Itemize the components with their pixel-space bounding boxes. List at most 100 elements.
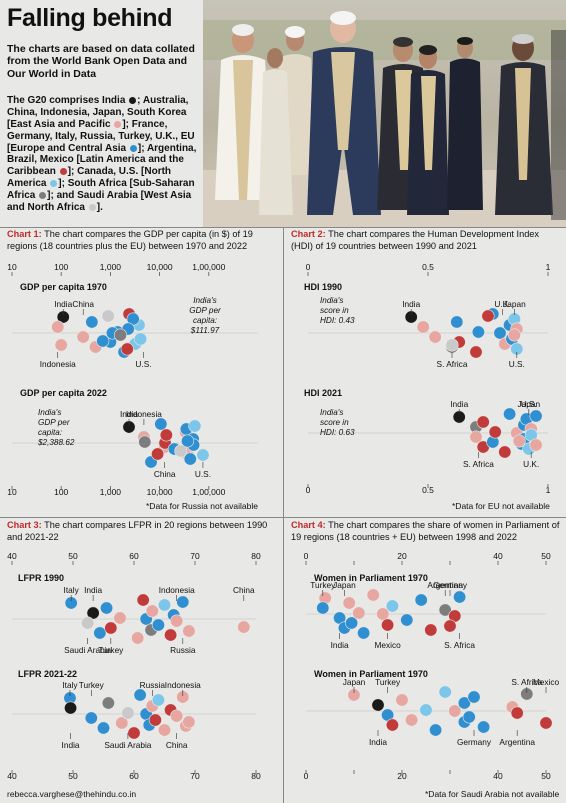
data-point-eca <box>97 721 111 735</box>
chart3-caption-text: The chart compares LFPR in 20 regions be… <box>7 520 268 542</box>
country-label: Italy <box>64 585 80 595</box>
axis-tick-label: 40 <box>7 551 17 561</box>
axis-tick-label: 60 <box>129 771 139 781</box>
axis-tick-label: 50 <box>68 771 78 781</box>
axis-tick-label: 1,000 <box>100 487 122 497</box>
country-label: S. Africa <box>511 677 542 687</box>
india-value-note: India's <box>320 408 343 417</box>
region-color-dot <box>39 192 47 200</box>
country-label: India <box>402 299 420 309</box>
data-point-eca <box>471 325 485 339</box>
region-color-dot <box>59 168 67 176</box>
panel-title: HDI 1990 <box>304 282 342 292</box>
data-point-lac <box>164 628 178 642</box>
data-point-eap <box>448 704 462 718</box>
data-point-lac <box>120 342 134 356</box>
india-value-note: GDP per <box>189 306 221 315</box>
data-point-lac <box>488 425 502 439</box>
data-point-eap <box>405 713 419 727</box>
data-point-lac <box>469 345 483 359</box>
country-label: Mexico <box>374 640 401 650</box>
axis-tick-label: 20 <box>397 551 407 561</box>
page-subtitle: The charts are based on data collated fr… <box>7 43 195 80</box>
india-value-note: HDI: 0.43 <box>320 316 355 325</box>
data-point-eca <box>477 720 491 734</box>
chart1-caption: Chart 1: The chart compares the GDP per … <box>7 229 279 253</box>
data-point-eap <box>158 723 172 737</box>
data-point-eca <box>181 434 195 448</box>
data-point-eca <box>85 315 99 329</box>
country-label: Indonesia <box>159 585 195 595</box>
chart3-caption-label: Chart 3: <box>7 520 42 530</box>
chart3-caption: Chart 3: The chart compares LFPR in 20 r… <box>7 520 279 544</box>
india-value-note: capita: <box>38 428 62 437</box>
data-point-eap <box>237 620 251 634</box>
data-point-eca <box>457 696 471 710</box>
data-point-eca <box>183 452 197 466</box>
data-point-ssa <box>101 696 115 710</box>
data-point-wana <box>81 616 95 630</box>
data-point-eap <box>342 596 356 610</box>
country-label: Indonesia <box>165 680 201 690</box>
data-point-eap <box>76 330 90 344</box>
data-point-eca <box>133 688 147 702</box>
g20-text-part: The G20 comprises India <box>7 95 129 106</box>
country-label: U.K. <box>523 459 539 469</box>
data-point-eca <box>345 616 359 630</box>
data-point-eap <box>182 715 196 729</box>
data-point-eap <box>115 716 129 730</box>
chart2: 0 0 0.5 0.5 1 1 HDI 1990 India S. Africa U.K. U.S.… <box>284 258 566 503</box>
data-point-na <box>196 448 210 462</box>
data-point-eap <box>395 693 409 707</box>
axis-tick-label: 0.5 <box>422 485 434 495</box>
data-point-eap <box>469 430 483 444</box>
axis-tick-label: 1,00,000 <box>192 487 225 497</box>
data-point-na <box>158 598 172 612</box>
data-point-eca <box>316 601 330 615</box>
axis-tick-label: 50 <box>541 771 551 781</box>
chart1-caption-label: Chart 1: <box>7 229 42 239</box>
axis-tick-label: 1,00,000 <box>192 262 225 272</box>
data-point-eca <box>450 315 464 329</box>
data-point-eca <box>151 618 165 632</box>
country-label: Saudi Arabia <box>104 740 151 750</box>
data-point-lac <box>539 716 553 730</box>
axis-tick-label: 70 <box>190 551 200 561</box>
data-point-lac <box>381 618 395 632</box>
india-value-note: India's <box>320 296 343 305</box>
country-label: Germany <box>457 737 492 747</box>
axis-tick-label: 40 <box>493 551 503 561</box>
data-point-eca <box>84 711 98 725</box>
data-point-na <box>151 693 165 707</box>
country-label: Turkey <box>98 645 124 655</box>
data-point-eca <box>414 593 428 607</box>
region-color-dot <box>114 120 122 128</box>
country-label: India <box>331 640 349 650</box>
country-label: Indonesia <box>40 359 76 369</box>
axis-tick-label: 50 <box>68 551 78 561</box>
country-label: India <box>120 409 138 419</box>
country-label: U.S. <box>195 469 211 479</box>
data-point-india <box>64 701 78 715</box>
axis-tick-label: 100 <box>54 262 68 272</box>
chart3: 40 40 50 50 60 60 70 70 80 80 LFPR 1990 Italy Saudi … <box>0 549 283 789</box>
chart4-caption: Chart 4: The chart compares the share of… <box>291 520 563 544</box>
data-point-na <box>188 419 202 433</box>
country-label: China <box>72 299 94 309</box>
data-point-lac <box>151 447 165 461</box>
data-point-eca <box>93 626 107 640</box>
india-value-note: score in <box>320 418 349 427</box>
region-color-dot <box>88 204 96 212</box>
data-point-eca <box>503 407 517 421</box>
axis-tick-label: 80 <box>251 771 261 781</box>
country-label: Turkey <box>79 680 105 690</box>
data-point-india <box>86 606 100 620</box>
country-label: Japan <box>333 580 356 590</box>
india-value-note: India's <box>38 408 61 417</box>
chart1-caption-text: The chart compares the GDP per capita (i… <box>7 229 253 251</box>
axis-tick-label: 10,000 <box>147 487 173 497</box>
country-label: Turkey <box>310 580 336 590</box>
axis-tick-label: 100 <box>54 487 68 497</box>
data-point-lac <box>510 706 524 720</box>
